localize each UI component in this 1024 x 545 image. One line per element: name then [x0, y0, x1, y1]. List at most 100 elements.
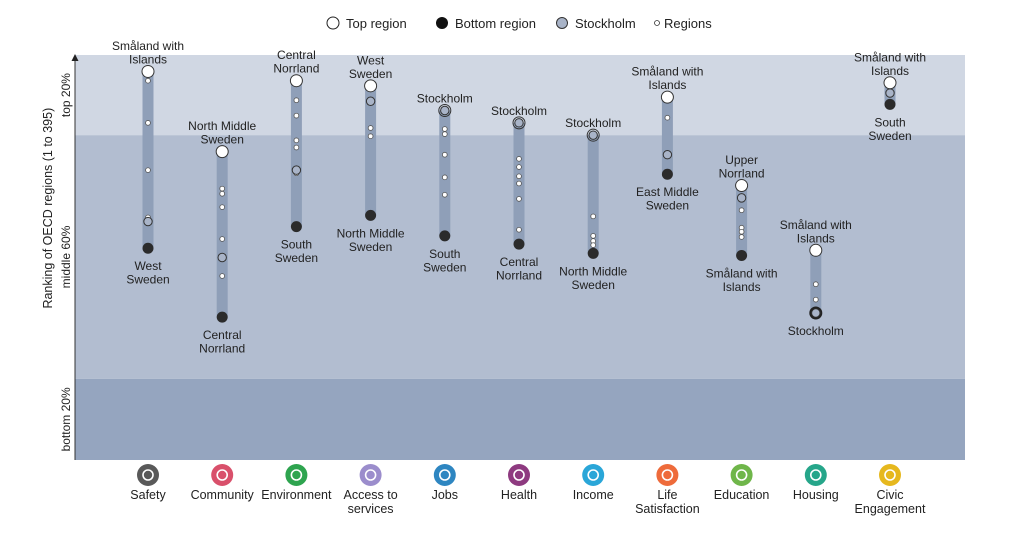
bottom-region-label: Central: [203, 328, 242, 342]
top-region-label: Sweden: [201, 133, 244, 147]
region-point: [441, 131, 448, 137]
bottom-point: [587, 247, 599, 259]
stockholm-point: [514, 118, 524, 128]
category-label: Jobs: [432, 488, 458, 502]
region-point: [590, 242, 596, 248]
category-health: Health: [501, 464, 537, 502]
bottom-region-label: Stockholm: [788, 324, 844, 338]
stockholm-point: [736, 193, 747, 203]
top-point: [289, 74, 303, 88]
band-label-top-20: top 20%: [59, 73, 73, 117]
category-label: Community: [191, 488, 255, 502]
band-label-bottom-20: bottom 20%: [59, 387, 73, 451]
icon-glyph: [216, 469, 228, 481]
legend-marker-stockholm: [556, 17, 568, 29]
legend: Top region Bottom region Stockholm Regions: [326, 16, 712, 31]
bottom-point: [290, 221, 302, 233]
band-bottom-20: [75, 378, 965, 460]
icon-glyph: [438, 469, 451, 481]
category-label: Environment: [261, 488, 332, 502]
region-point: [367, 125, 374, 131]
range-bar: [365, 85, 377, 216]
legend-marker-bottom: [436, 17, 448, 29]
top-point: [141, 64, 155, 78]
stockholm-point: [440, 105, 450, 116]
top-region-label: Stockholm: [565, 116, 621, 130]
category-axis: Safety Community Environment Access toservi…: [130, 464, 926, 516]
top-point: [883, 76, 897, 90]
category-income: Income: [573, 464, 614, 502]
bottom-point: [513, 238, 525, 250]
tree-icon: [285, 464, 308, 486]
icon-glyph: [513, 469, 525, 481]
heart-icon: [656, 464, 679, 486]
bottom-point: [884, 98, 896, 110]
bottom-region-label: Sweden: [275, 251, 318, 265]
top-region-label: Småland with: [854, 50, 926, 64]
stockholm-point: [365, 96, 376, 106]
range-bar: [736, 185, 748, 256]
region-point: [367, 133, 374, 140]
top-point: [660, 90, 674, 104]
bottom-region-label: North Middle: [337, 226, 405, 240]
top-region-label: Norrland: [273, 62, 319, 76]
bottom-region-label: South: [429, 247, 460, 261]
icon-glyph: [142, 469, 154, 481]
bottom-region-label: West: [134, 259, 162, 273]
bottom-region-label: Småland with: [706, 266, 778, 280]
stockholm-point: [588, 130, 598, 140]
top-region-label: Småland with: [112, 39, 184, 53]
icon-glyph: [587, 469, 600, 481]
top-region-label: West: [357, 53, 385, 67]
region-point: [441, 151, 448, 158]
bottom-region-label: Sweden: [349, 240, 392, 254]
category-housing: Housing: [793, 464, 839, 502]
region-point: [516, 173, 522, 180]
range-bar: [142, 71, 154, 249]
bottom-region-label: Norrland: [496, 269, 542, 283]
region-point: [441, 191, 448, 198]
region-point: [516, 156, 522, 162]
region-point: [219, 185, 226, 192]
bottom-region-label: Sweden: [126, 273, 169, 287]
category-label: services: [348, 502, 394, 516]
region-point: [219, 273, 226, 279]
bottom-point: [216, 311, 228, 323]
top-region-label: Islands: [129, 52, 167, 66]
region-point: [516, 180, 522, 187]
range-bar: [587, 135, 599, 254]
top-point: [586, 128, 600, 142]
category-label: Education: [714, 488, 770, 502]
bottom-region-label: North Middle: [559, 264, 627, 278]
bottom-region-label: Sweden: [572, 278, 615, 292]
top-point: [809, 243, 823, 257]
legend-item-region: Regions: [654, 16, 712, 31]
region-point: [293, 144, 300, 151]
bottom-region-label: Sweden: [646, 199, 689, 213]
range-bar: [290, 80, 302, 227]
house-icon: [804, 464, 827, 486]
bottom-region-label: Islands: [723, 280, 761, 294]
icon-glyph: [364, 469, 377, 481]
top-region-label: Stockholm: [417, 92, 473, 106]
region-point: [516, 196, 522, 202]
category-label: Civic: [876, 488, 903, 502]
top-region-label: North Middle: [188, 119, 256, 133]
category-label: Health: [501, 488, 537, 502]
top-point: [735, 179, 749, 193]
region-point: [738, 234, 745, 240]
legend-label: Stockholm: [575, 16, 636, 31]
category-label: Life: [657, 488, 677, 502]
dots-circle-icon: [359, 464, 382, 486]
stockholm-point: [885, 88, 895, 98]
region-point: [293, 137, 300, 144]
